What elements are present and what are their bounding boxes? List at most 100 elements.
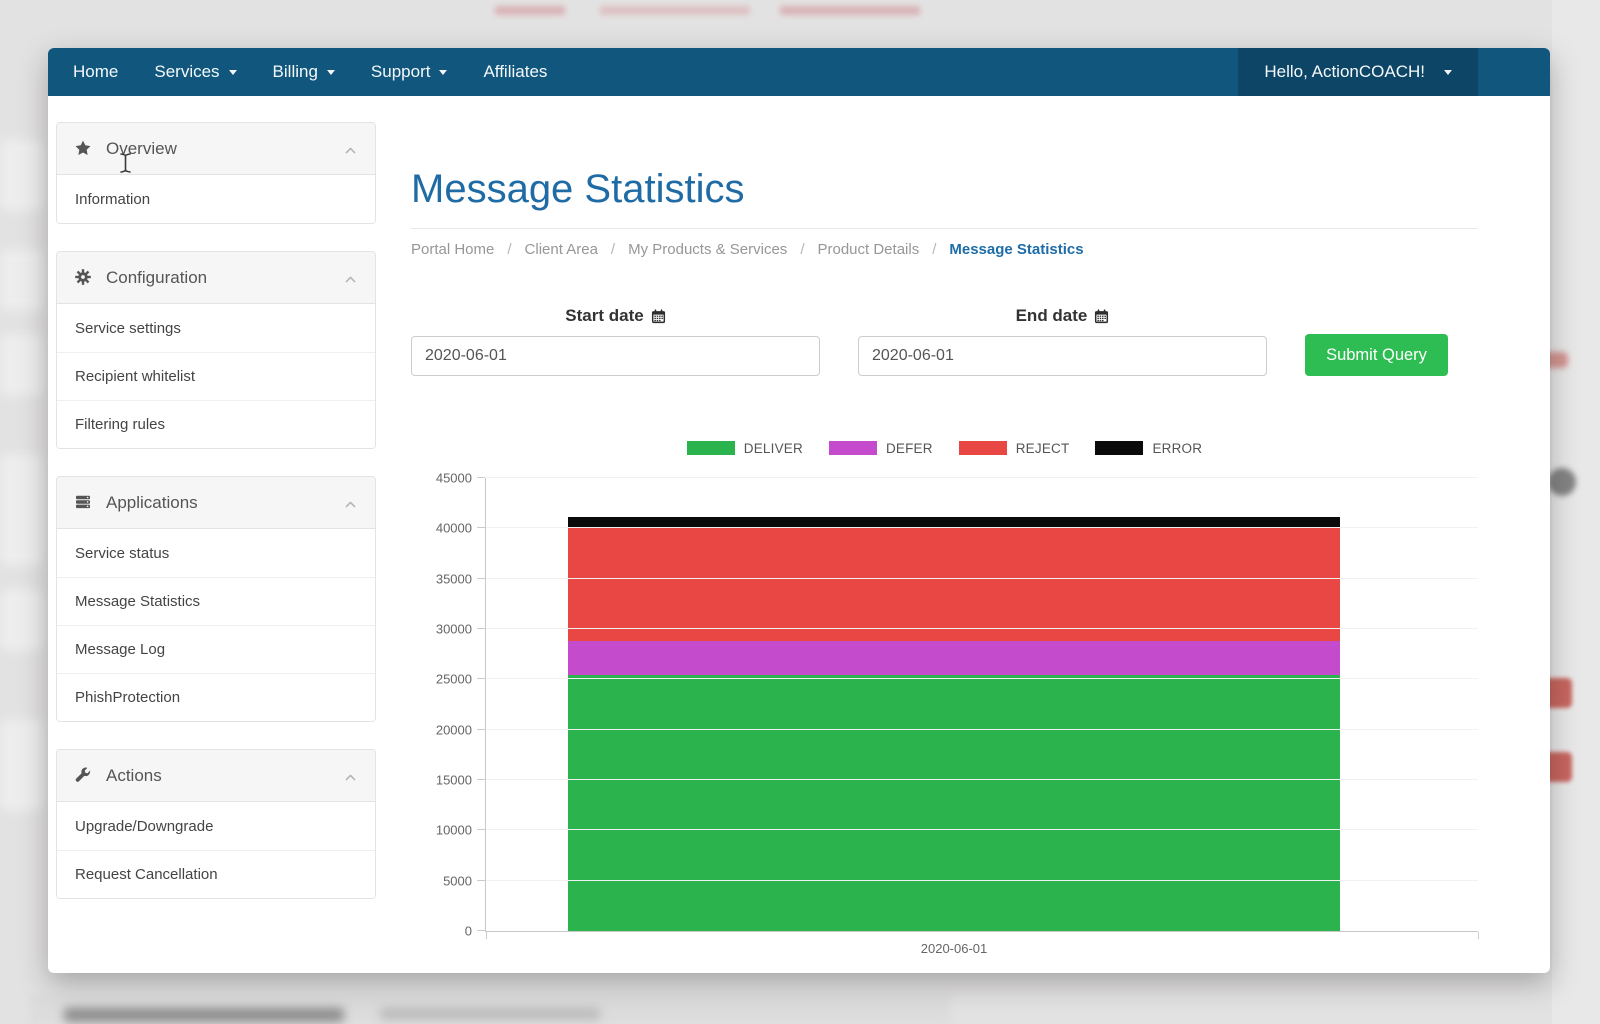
star-icon (75, 140, 92, 157)
sidebar-item-service-status[interactable]: Service status (57, 529, 375, 577)
bar-segment-deliver (568, 675, 1340, 931)
gridline (486, 678, 1478, 680)
bar-segment-defer (568, 641, 1340, 676)
breadcrumb-link[interactable]: Portal Home (411, 241, 495, 258)
end-date-input[interactable] (858, 336, 1267, 376)
sidebar-item-message-log[interactable]: Message Log (57, 625, 375, 673)
sidebar-panel-title: Applications (106, 492, 198, 512)
sidebar-item-message-statistics[interactable]: Message Statistics (57, 577, 375, 625)
sidebar-panel-title: Actions (106, 765, 162, 785)
x-axis-label: 2020-06-01 (920, 941, 988, 956)
y-axis-tick-label: 35000 (435, 571, 472, 587)
chevron-up-icon (344, 142, 357, 155)
chevron-up-icon (344, 271, 357, 284)
y-axis-tick (477, 879, 485, 881)
backdrop-shape (0, 140, 44, 210)
calendar-icon (1095, 308, 1109, 323)
sidebar-panel-title: Overview (106, 138, 177, 158)
breadcrumb-item-my-products-services: My Products & Services (598, 241, 787, 258)
sidebar-panel-header-actions[interactable]: Actions (57, 750, 375, 802)
end-date-label: End date (858, 306, 1267, 326)
start-date-label: Start date (411, 306, 820, 326)
nav-item-affiliates[interactable]: Affiliates (483, 48, 547, 96)
x-axis-tick (1478, 932, 1479, 939)
legend-label: ERROR (1152, 440, 1203, 456)
legend-item-defer[interactable]: DEFER (828, 441, 933, 456)
end-date-field: End date (858, 306, 1267, 376)
nav-item-label: Services (154, 62, 220, 81)
nav-item-billing[interactable]: Billing (273, 48, 335, 96)
submit-query-button[interactable]: Submit Query (1305, 334, 1448, 376)
main-content: Message Statistics Portal Home Client Are… (411, 122, 1479, 956)
backdrop-shape (1548, 468, 1576, 496)
y-axis-tick (477, 930, 485, 931)
backdrop-shape (64, 1008, 344, 1022)
legend-label: DELIVER (743, 440, 803, 456)
sidebar-item-upgrade-downgrade[interactable]: Upgrade/Downgrade (57, 802, 375, 850)
gridline (486, 879, 1478, 881)
y-axis-tick (477, 728, 485, 730)
caret-down-icon (439, 69, 448, 75)
start-date-field: Start date (411, 306, 820, 376)
gridline (486, 628, 1478, 630)
sidebar-panel-overview: Overview Information (56, 122, 376, 224)
y-axis-tick (477, 779, 485, 781)
gridline (486, 829, 1478, 831)
x-axis-tick (486, 932, 487, 939)
backdrop-shape (0, 720, 44, 810)
y-axis-tick (477, 829, 485, 831)
sidebar-item-service-settings[interactable]: Service settings (57, 304, 375, 352)
nav-item-home[interactable]: Home (73, 48, 118, 96)
y-axis-tick-label: 45000 (435, 470, 472, 486)
text-cursor-pointer (120, 153, 131, 173)
end-date-label-text: End date (1015, 306, 1088, 325)
breadcrumb-item-product-details: Product Details (787, 241, 919, 258)
breadcrumb-link[interactable]: Client Area (524, 241, 598, 258)
caret-down-icon (1444, 69, 1452, 75)
bar-segment-reject (568, 527, 1340, 642)
nav-item-services[interactable]: Services (154, 48, 237, 96)
user-menu-button[interactable]: Hello, ActionCOACH! (1238, 48, 1478, 96)
sidebar-panel-header-overview[interactable]: Overview (57, 123, 375, 175)
nav-item-support[interactable]: Support (371, 48, 448, 96)
bar-segment-error (568, 517, 1340, 528)
legend-swatch-error (1095, 441, 1144, 455)
breadcrumb-current: Message Statistics (949, 241, 1084, 258)
user-menu-label: Hello, ActionCOACH! (1264, 62, 1425, 81)
backdrop-shape (0, 335, 44, 395)
backdrop-shape (1552, 0, 1600, 1024)
navbar-menu: Home Services Billing Support Affiliates (48, 48, 583, 96)
legend-label: REJECT (1015, 440, 1070, 456)
breadcrumb-link[interactable]: My Products & Services (628, 241, 788, 258)
nav-item-label: Affiliates (483, 62, 548, 81)
gridline (486, 577, 1478, 579)
legend-item-reject[interactable]: REJECT (958, 440, 1070, 456)
backdrop-shape (780, 6, 920, 15)
gridline (486, 527, 1478, 529)
legend-item-error[interactable]: ERROR (1095, 441, 1202, 456)
sidebar-item-phishprotection[interactable]: PhishProtection (57, 673, 375, 721)
start-date-input[interactable] (411, 336, 820, 376)
sidebar-panel-header-configuration[interactable]: Configuration (57, 252, 375, 304)
sidebar-item-request-cancellation[interactable]: Request Cancellation (57, 850, 375, 898)
sidebar-item-information[interactable]: Information (57, 175, 375, 223)
server-icon (75, 494, 92, 511)
chart-legend: DELIVER DEFER REJECT ERROR (411, 440, 1478, 456)
start-date-label-text: Start date (565, 306, 644, 325)
y-axis-tick-label: 10000 (435, 822, 472, 838)
gridline (486, 779, 1478, 781)
legend-swatch-deliver (686, 441, 735, 455)
y-axis-tick-label: 20000 (435, 722, 472, 738)
y-axis-tick-label: 40000 (435, 520, 472, 536)
caret-down-icon (326, 69, 335, 75)
sidebar-item-recipient-whitelist[interactable]: Recipient whitelist (57, 352, 375, 400)
message-statistics-chart: DELIVER DEFER REJECT ERROR 2020-06-01 0 5000… (411, 440, 1479, 956)
sidebar-panel-header-applications[interactable]: Applications (57, 477, 375, 529)
legend-item-deliver[interactable]: DELIVER (686, 440, 803, 456)
backdrop-shape (495, 6, 565, 15)
y-axis-tick (477, 527, 485, 529)
breadcrumb-link[interactable]: Product Details (817, 241, 920, 258)
sidebar-item-filtering-rules[interactable]: Filtering rules (57, 400, 375, 448)
chart-plot: 2020-06-01 0 5000 10000 15000 20000 25000 3000… (436, 471, 1479, 956)
